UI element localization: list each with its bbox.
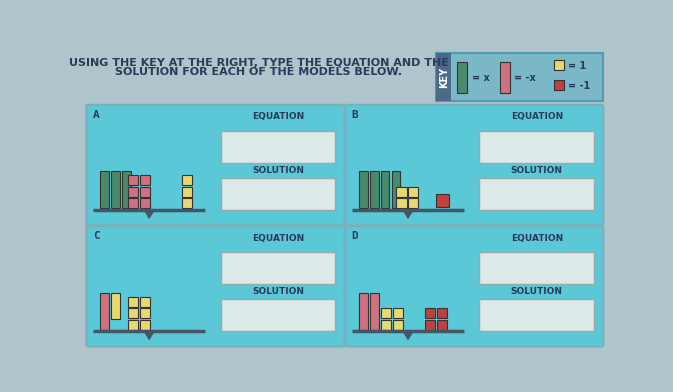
Text: EQUATION: EQUATION [252, 234, 304, 243]
Bar [111, 171, 120, 209]
Bar [479, 299, 594, 331]
Text: D: D [351, 231, 358, 241]
Bar [182, 198, 192, 209]
Bar [129, 308, 139, 318]
Bar [111, 293, 120, 319]
Text: = 1: = 1 [568, 60, 586, 71]
FancyBboxPatch shape [86, 105, 345, 225]
Bar [479, 252, 594, 284]
Bar [122, 171, 131, 209]
Bar [221, 178, 335, 210]
Bar [457, 62, 467, 93]
Bar [129, 319, 139, 330]
Bar [221, 252, 335, 284]
Bar [140, 308, 150, 318]
Bar [437, 308, 447, 318]
Bar [100, 293, 109, 330]
Bar [100, 171, 109, 209]
Text: = -1: = -1 [568, 80, 590, 91]
Text: C: C [93, 231, 100, 241]
FancyBboxPatch shape [345, 105, 604, 225]
Bar [129, 296, 139, 307]
Text: EQUATION: EQUATION [511, 234, 563, 243]
Bar [437, 319, 447, 330]
Bar [436, 53, 602, 101]
Bar [436, 194, 449, 207]
Bar [479, 131, 594, 163]
Text: = -x: = -x [514, 73, 536, 83]
Bar [554, 60, 564, 70]
Polygon shape [402, 210, 414, 219]
FancyBboxPatch shape [345, 226, 604, 347]
Bar [392, 171, 400, 209]
Text: EQUATION: EQUATION [252, 113, 304, 122]
Bar [129, 175, 139, 185]
Bar [392, 319, 402, 330]
Bar [140, 187, 150, 197]
Bar [370, 293, 379, 330]
Bar [221, 131, 335, 163]
Bar [479, 178, 594, 210]
Bar [499, 62, 509, 93]
Text: SOLUTION: SOLUTION [511, 166, 563, 175]
Text: SOLUTION: SOLUTION [252, 287, 304, 296]
Bar [129, 198, 139, 209]
Bar [129, 187, 139, 197]
Polygon shape [143, 331, 155, 340]
Bar [554, 80, 564, 90]
Bar [359, 293, 367, 330]
Bar [359, 171, 367, 209]
Text: SOLUTION: SOLUTION [252, 166, 304, 175]
Polygon shape [402, 331, 414, 340]
Bar [140, 175, 150, 185]
Bar [140, 319, 150, 330]
Bar [396, 198, 406, 209]
Bar [182, 187, 192, 197]
Bar [436, 53, 452, 101]
Bar [221, 299, 335, 331]
Polygon shape [143, 210, 155, 219]
Text: B: B [351, 110, 358, 120]
Bar [425, 319, 435, 330]
Text: USING THE KEY AT THE RIGHT, TYPE THE EQUATION AND THE: USING THE KEY AT THE RIGHT, TYPE THE EQU… [69, 58, 448, 68]
Text: = x: = x [472, 73, 489, 83]
Bar [182, 175, 192, 185]
Bar [408, 187, 418, 197]
Text: A: A [93, 110, 100, 120]
Bar [408, 198, 418, 209]
Bar [425, 308, 435, 318]
Bar [370, 171, 379, 209]
Bar [140, 296, 150, 307]
Bar [381, 319, 391, 330]
Bar [140, 198, 150, 209]
Bar [381, 308, 391, 318]
FancyBboxPatch shape [86, 226, 345, 347]
Bar [381, 171, 390, 209]
Text: KEY: KEY [439, 67, 449, 88]
Bar [396, 187, 406, 197]
Text: EQUATION: EQUATION [511, 113, 563, 122]
Bar [392, 308, 402, 318]
Text: SOLUTION FOR EACH OF THE MODELS BELOW.: SOLUTION FOR EACH OF THE MODELS BELOW. [115, 67, 402, 77]
Text: SOLUTION: SOLUTION [511, 287, 563, 296]
